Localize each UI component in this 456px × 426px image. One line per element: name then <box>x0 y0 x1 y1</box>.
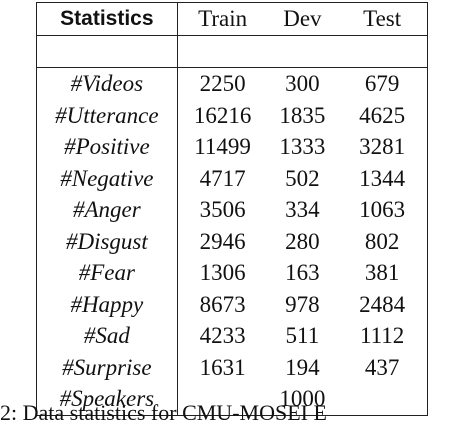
row-label-anger: #Anger <box>37 194 178 226</box>
table-row: #Disgust 2946 280 802 <box>37 225 427 257</box>
cell-disgust-test: 802 <box>364 228 400 254</box>
cell-positive-train: 11499 <box>194 134 251 160</box>
table-row: #Sad 4233 511 1112 <box>37 320 427 352</box>
table-row: #Videos 2250 300 679 <box>37 67 427 100</box>
table-row: #Speakers 1000 <box>37 383 427 415</box>
row-label-videos: #Videos <box>37 67 178 100</box>
statistics-table-frame: Statistics Train Dev Test #Videos 2250 3… <box>36 2 428 416</box>
cell-anger-dev: 334 <box>285 197 320 223</box>
table-row: #Utterance 16216 1835 4625 <box>37 99 427 131</box>
header-test: Test <box>337 3 427 36</box>
cell-surprise-test: 437 <box>364 354 400 380</box>
cell-disgust-dev: 280 <box>285 228 320 254</box>
table-row: #Anger 3506 334 1063 <box>37 194 427 226</box>
cell-sad-test: 1112 <box>359 323 405 349</box>
cell-sad-dev: 511 <box>285 323 320 349</box>
cell-surprise-dev: 194 <box>285 354 320 380</box>
cell-positive-dev: 1333 <box>279 134 326 160</box>
cell-utterance-dev: 1835 <box>279 102 326 128</box>
cell-fear-dev: 163 <box>285 260 320 286</box>
cell-fear-train: 1306 <box>199 260 246 286</box>
cell-sad-train: 4233 <box>199 323 246 349</box>
cell-anger-test: 1063 <box>359 197 406 223</box>
cell-speakers-total: 1000 <box>279 386 326 412</box>
row-label-disgust: #Disgust <box>37 225 178 257</box>
table-row: #Surprise 1631 194 437 <box>37 351 427 383</box>
cell-happy-dev: 978 <box>285 291 320 317</box>
cell-happy-train: 8673 <box>199 291 246 317</box>
cell-anger-train: 3506 <box>199 197 246 223</box>
row-label-negative: #Negative <box>37 162 178 194</box>
cell-negative-train: 4717 <box>199 165 246 191</box>
row-label-positive: #Positive <box>37 131 178 163</box>
row-label-happy: #Happy <box>37 288 178 320</box>
header-train: Train <box>177 3 268 36</box>
cell-happy-test: 2484 <box>359 291 406 317</box>
cell-negative-test: 1344 <box>359 165 406 191</box>
cell-negative-dev: 502 <box>285 165 320 191</box>
table-row: #Fear 1306 163 381 <box>37 257 427 289</box>
cell-videos-dev: 300 <box>267 67 338 100</box>
table-header-row: Statistics Train Dev Test <box>37 3 427 36</box>
table-row: #Negative 4717 502 1344 <box>37 162 427 194</box>
header-double-rule <box>37 35 427 68</box>
cell-disgust-train: 2946 <box>199 228 246 254</box>
cell-utterance-test: 4625 <box>359 102 406 128</box>
header-dev: Dev <box>267 3 338 36</box>
cell-fear-test: 381 <box>364 260 400 286</box>
row-label-surprise: #Surprise <box>37 351 178 383</box>
table-caption: 2: Data statistics for CMU-MOSEI E <box>0 400 327 425</box>
header-statistics: Statistics <box>37 3 178 36</box>
table-row: #Positive 11499 1333 3281 <box>37 131 427 163</box>
statistics-table: Statistics Train Dev Test #Videos 2250 3… <box>37 3 427 415</box>
cell-positive-test: 3281 <box>359 134 406 160</box>
row-label-speakers: #Speakers <box>37 383 178 415</box>
cell-videos-train: 2250 <box>177 67 268 100</box>
table-row: #Happy 8673 978 2484 <box>37 288 427 320</box>
cell-utterance-train: 16216 <box>193 102 252 128</box>
row-label-utterance: #Utterance <box>37 99 178 131</box>
row-label-sad: #Sad <box>37 320 178 352</box>
cell-videos-test: 679 <box>337 67 427 100</box>
row-label-fear: #Fear <box>37 257 178 289</box>
cell-surprise-train: 1631 <box>199 354 246 380</box>
